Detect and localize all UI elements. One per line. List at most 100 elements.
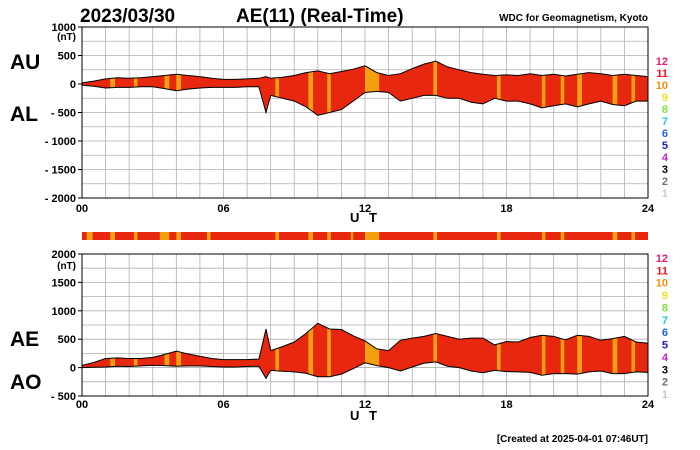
- frame-ae-ao: [81, 253, 649, 397]
- strip-band: [497, 232, 501, 240]
- activity-band: [631, 61, 636, 116]
- strip-band: [159, 232, 170, 240]
- legend-level: 6: [662, 128, 668, 140]
- legend-level: 1: [662, 389, 668, 401]
- x-tick-label: 18: [500, 399, 512, 411]
- unit-label-au-al: (nT): [57, 32, 76, 43]
- y-tick-label: 0: [70, 79, 76, 91]
- legend-level: 8: [662, 302, 668, 314]
- strip-band: [433, 232, 437, 240]
- legend-level: 5: [662, 140, 668, 152]
- activity-band: [275, 61, 279, 116]
- ylabel-au: AU: [10, 51, 40, 74]
- y-tick-label: 1500: [52, 277, 76, 289]
- activity-band: [164, 61, 170, 116]
- series-line-al: [81, 84, 648, 116]
- x-tick-label: 24: [642, 399, 655, 411]
- legend-level: 7: [662, 116, 668, 128]
- strip-band: [206, 232, 211, 240]
- x-tick-label: 06: [217, 399, 229, 411]
- line-ae-ao: [81, 322, 649, 380]
- activity-band: [327, 323, 331, 379]
- y-tick-label: 2000: [52, 249, 76, 261]
- x-tick-label: 12: [359, 203, 371, 215]
- y-tick-label: 500: [58, 51, 76, 63]
- legend-level: 8: [662, 104, 668, 116]
- legend-level: 9: [662, 290, 668, 302]
- strip-band: [612, 232, 618, 240]
- activity-band: [327, 61, 331, 116]
- y-tick-label: 0: [70, 363, 76, 375]
- xticks-au-al: 00 06 12 18 24: [76, 203, 655, 215]
- activity-band: [308, 61, 314, 116]
- yticks-au-al: 1000 500 0 - 500 - 1000 - 1500 - 2000: [45, 22, 82, 205]
- legend-level: 5: [662, 340, 668, 352]
- series-line-ae: [81, 322, 649, 366]
- strip-band: [541, 232, 546, 240]
- activity-band: [176, 61, 182, 116]
- y-tick-label: - 1000: [45, 136, 76, 148]
- series-line-au: [81, 60, 649, 84]
- y-tick-label: - 1500: [45, 165, 76, 177]
- y-tick-label: 1000: [52, 22, 76, 34]
- yticks-ae-ao: 2000 1500 1000 500 0 - 500: [51, 249, 82, 403]
- x-tick-label: 24: [642, 203, 655, 215]
- ylabel-al: AL: [10, 103, 38, 126]
- legend-level: 11: [656, 265, 668, 277]
- date-title: 2023/03/30: [80, 6, 175, 27]
- strip-band: [308, 232, 314, 240]
- activity-band: [577, 61, 582, 116]
- x-tick-label: 18: [500, 203, 512, 215]
- x-tick-label: 06: [217, 203, 229, 215]
- source-label: WDC for Geomagnetism, Kyoto: [499, 13, 648, 24]
- xlabel-au-al: U T: [350, 210, 380, 225]
- activity-band: [497, 61, 501, 116]
- activity-band: [612, 323, 618, 379]
- x-tick-label: 00: [76, 203, 88, 215]
- activity-band: [577, 323, 582, 379]
- activity-band: [560, 323, 565, 379]
- index-title: AE(11) (Real-Time): [236, 6, 404, 27]
- legend-level: 10: [656, 80, 668, 92]
- legend-level: 9: [662, 92, 668, 104]
- legend-level: 4: [662, 352, 669, 364]
- activity-band: [275, 323, 279, 379]
- activity-band: [612, 61, 618, 116]
- strip-band: [86, 232, 93, 240]
- legend-level: 3: [662, 164, 668, 176]
- legend-level: 10: [656, 278, 668, 290]
- legend-level: 12: [656, 56, 668, 68]
- series-line-ao: [81, 361, 649, 380]
- x-tick-label: 12: [359, 399, 371, 411]
- activity-band: [541, 323, 546, 379]
- created-timestamp: [Created at 2025-04-01 07:46UT]: [497, 434, 648, 445]
- y-tick-label: - 500: [51, 391, 76, 403]
- y-tick-label: 500: [58, 334, 76, 346]
- activity-band: [631, 323, 636, 379]
- legend-level: 2: [662, 176, 668, 188]
- strip-band: [275, 232, 279, 240]
- grid-au-al: [82, 27, 648, 198]
- unit-label-ae-ao: (nT): [57, 261, 76, 272]
- xticks-ae-ao: 00 06 12 18 24: [76, 399, 655, 411]
- line-au-al: [81, 60, 649, 116]
- strip-band: [560, 232, 565, 240]
- strip-band: [327, 232, 331, 240]
- y-tick-label: - 2000: [45, 193, 76, 205]
- legend-level: 3: [662, 364, 668, 376]
- strip-band: [133, 232, 138, 240]
- activity-band: [541, 61, 546, 116]
- legend-level: 4: [662, 152, 669, 164]
- strip-band: [176, 232, 182, 240]
- strip-band: [110, 232, 116, 240]
- ylabel-ae: AE: [10, 328, 39, 351]
- strip-band: [365, 232, 380, 240]
- xlabel-ae-ao: U T: [350, 408, 380, 423]
- panel-au-al: 1000 500 0 - 500 - 1000 - 1500 - 2000 00 06 12 18…: [10, 22, 655, 225]
- legend-level: 12: [656, 253, 668, 265]
- legend-level: 2: [662, 377, 668, 389]
- activity-band: [433, 323, 437, 379]
